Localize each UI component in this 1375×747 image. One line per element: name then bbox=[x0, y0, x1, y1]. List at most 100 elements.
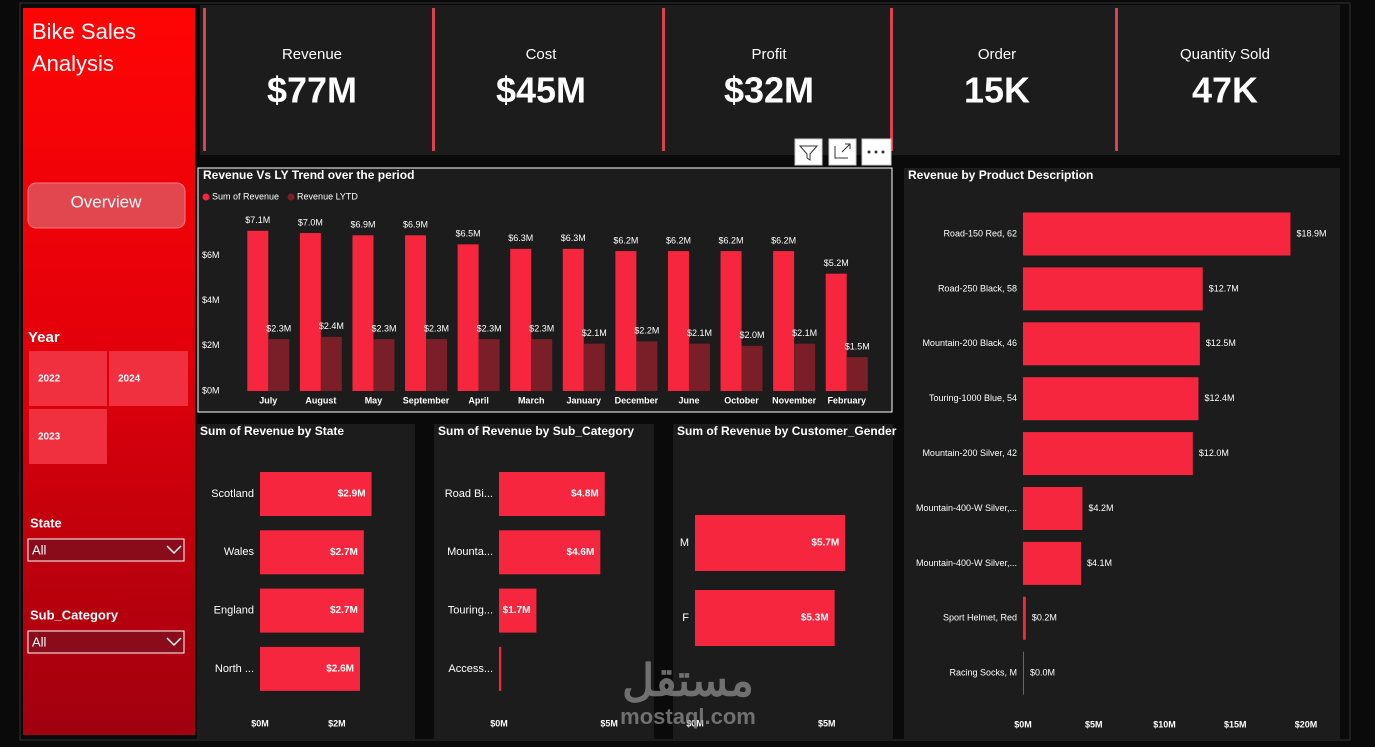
kpi-label: Quantity Sold bbox=[1180, 46, 1270, 63]
year-tile[interactable] bbox=[29, 409, 107, 464]
value-label: $6.9M bbox=[403, 220, 428, 230]
value-label: $4.2M bbox=[1088, 503, 1113, 513]
value-label: $0.2M bbox=[1032, 613, 1057, 623]
kpi-separator bbox=[662, 8, 665, 151]
x-tick-label: February bbox=[827, 395, 866, 405]
dropdown[interactable] bbox=[27, 538, 185, 562]
y-tick-label: Road-250 Black, 58 bbox=[938, 283, 1017, 293]
legend-label: Revenue LYTD bbox=[297, 191, 358, 201]
bar bbox=[499, 472, 605, 516]
y-tick-label: M bbox=[680, 537, 689, 549]
bar bbox=[562, 248, 584, 391]
value-label: $12.4M bbox=[1204, 393, 1234, 403]
y-tick-label: $0M bbox=[202, 385, 220, 395]
filter-label: Sub_Category bbox=[30, 607, 119, 622]
value-label: $1.7M bbox=[503, 605, 531, 616]
x-tick-label: $5M bbox=[818, 718, 836, 728]
value-label: $6.2M bbox=[613, 235, 638, 245]
bar bbox=[260, 472, 372, 516]
charts: Revenue Vs LY Trend over the period $0M $2… bbox=[200, 168, 1327, 729]
value-label: $6.5M bbox=[456, 229, 481, 239]
focus-glyph bbox=[834, 143, 851, 159]
value-label: $0.0M bbox=[1030, 668, 1055, 678]
bar bbox=[773, 251, 795, 391]
legend-label: Sum of Revenue bbox=[212, 191, 279, 201]
bar bbox=[478, 339, 500, 391]
bar bbox=[373, 339, 395, 391]
chart-title: Sum of Revenue by State bbox=[200, 424, 344, 438]
value-label: $7.1M bbox=[245, 215, 270, 225]
year-label[interactable]: 2024 bbox=[118, 374, 141, 385]
y-tick-label: Touring-1000 Blue, 54 bbox=[929, 393, 1017, 403]
overview-button[interactable] bbox=[27, 182, 186, 229]
kpi-group: Revenue $77M Cost $45M Profit $32M Order 15K Qua… bbox=[203, 8, 1270, 151]
kpi-separator bbox=[1115, 8, 1118, 151]
bar bbox=[846, 357, 868, 391]
x-tick-label: June bbox=[678, 395, 699, 405]
dropdown-value[interactable]: All bbox=[32, 634, 47, 649]
y-tick-label: Mountain-400-W Silver,... bbox=[916, 503, 1017, 513]
bar bbox=[1023, 212, 1291, 256]
year-tile[interactable] bbox=[109, 351, 188, 406]
bar bbox=[695, 515, 846, 571]
value-label: $18.9M bbox=[1296, 228, 1326, 238]
overview-label[interactable]: Overview bbox=[71, 192, 143, 211]
value-label: $6.2M bbox=[666, 235, 691, 245]
value-label: $2.9M bbox=[338, 489, 366, 500]
bar bbox=[741, 345, 763, 391]
y-tick-label: Sport Helmet, Red bbox=[943, 613, 1017, 623]
bar bbox=[260, 646, 360, 691]
x-tick-label: $20M bbox=[1295, 719, 1318, 729]
y-tick-label: Mountain-200 Silver, 42 bbox=[922, 448, 1017, 458]
dot bbox=[867, 150, 871, 154]
x-tick-label: January bbox=[567, 395, 602, 405]
bar bbox=[405, 235, 427, 391]
bar bbox=[268, 339, 290, 391]
year-tile[interactable] bbox=[29, 351, 107, 406]
dropdown[interactable] bbox=[27, 630, 185, 654]
x-tick-label: August bbox=[305, 395, 336, 405]
chart-title: Revenue Vs LY Trend over the period bbox=[203, 168, 414, 182]
bar bbox=[247, 230, 269, 391]
chart-title: Sum of Revenue by Customer_Gender bbox=[677, 424, 897, 438]
bar bbox=[299, 233, 321, 391]
panel bbox=[673, 424, 893, 740]
value-label: $2.7M bbox=[330, 547, 358, 558]
bar bbox=[1023, 377, 1199, 421]
bar bbox=[1023, 432, 1193, 476]
filter-icon[interactable] bbox=[794, 138, 823, 166]
bar bbox=[1023, 267, 1203, 311]
y-tick-label: Touring... bbox=[448, 605, 493, 617]
x-tick-label: October bbox=[724, 395, 759, 405]
x-tick-label: November bbox=[772, 395, 817, 405]
chart-title: Sum of Revenue by Sub_Category bbox=[438, 424, 634, 438]
panel bbox=[197, 424, 415, 740]
value-label: $2.2M bbox=[634, 326, 659, 336]
value-label: $2.3M bbox=[424, 323, 449, 333]
dropdown-value[interactable]: All bbox=[32, 542, 47, 557]
filter-glyph bbox=[798, 145, 819, 161]
legend-marker bbox=[202, 193, 210, 201]
x-tick-label: $0M bbox=[686, 718, 704, 728]
x-tick-label: $5M bbox=[1085, 719, 1103, 729]
value-label: $2.4M bbox=[319, 321, 344, 331]
year-label[interactable]: 2023 bbox=[38, 432, 61, 443]
kpi-label: Order bbox=[978, 46, 1016, 63]
panel bbox=[434, 424, 654, 740]
kpi-label: Revenue bbox=[282, 46, 342, 63]
bar bbox=[1023, 651, 1024, 695]
bar bbox=[720, 251, 742, 391]
bar bbox=[352, 235, 374, 391]
kpi-panel bbox=[200, 5, 1340, 155]
value-label: $2.6M bbox=[326, 664, 354, 675]
value-label: $2.3M bbox=[477, 323, 502, 333]
value-label: $4.8M bbox=[571, 489, 599, 500]
x-tick-label: September bbox=[403, 395, 450, 405]
bar bbox=[320, 336, 342, 391]
x-tick-label: $0M bbox=[251, 718, 269, 728]
bar bbox=[794, 343, 816, 391]
year-label[interactable]: 2022 bbox=[38, 374, 61, 385]
y-tick-label: Access... bbox=[448, 663, 493, 675]
